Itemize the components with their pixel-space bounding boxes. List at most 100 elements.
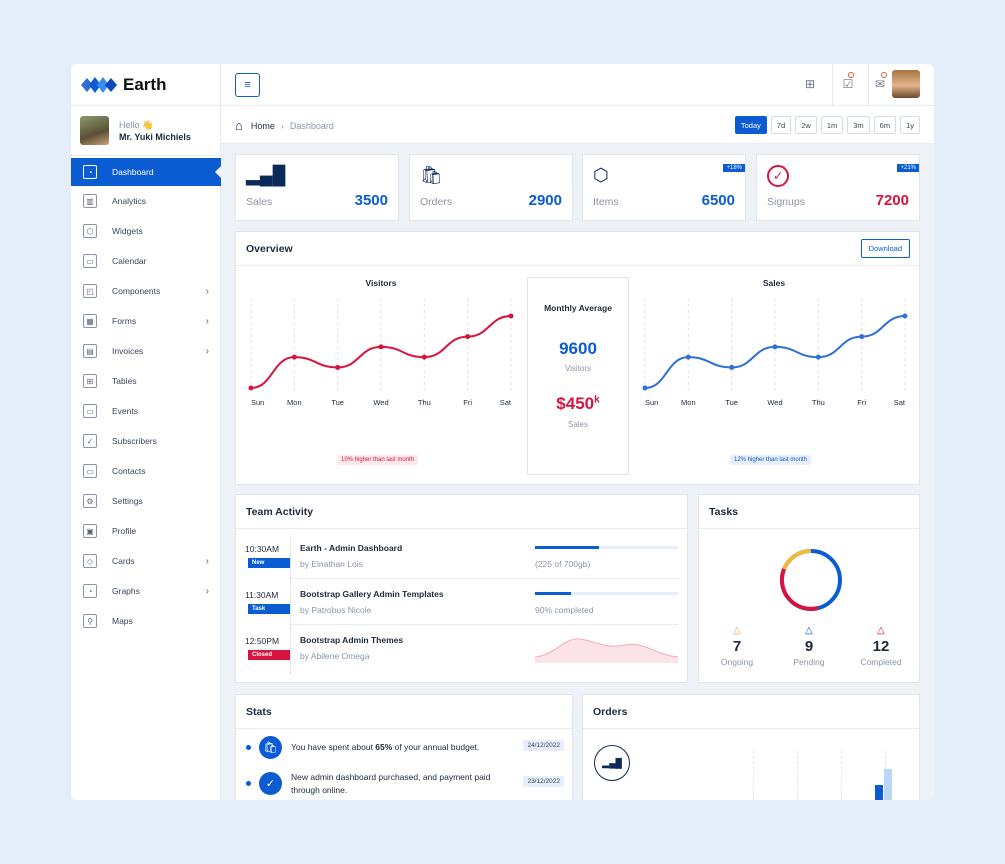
- activity-title[interactable]: Bootstrap Gallery Admin Templates: [300, 589, 444, 599]
- data-point[interactable]: [465, 334, 471, 340]
- sidebar-item-profile[interactable]: ▣ Profile: [71, 516, 221, 546]
- sidebar-item-invoices[interactable]: ▤ Invoices ›: [71, 336, 221, 366]
- x-tick-label: Mon: [681, 398, 696, 407]
- menu-toggle-button[interactable]: ≡: [235, 73, 260, 97]
- warning-triangle-icon: △: [733, 625, 741, 636]
- data-point[interactable]: [685, 354, 691, 360]
- kpi-card-sales[interactable]: ▂▄█ Sales 3500: [235, 154, 399, 221]
- activity-row[interactable]: 10:30AM New Earth - Admin Dashboard by E…: [236, 533, 688, 579]
- chevron-right-icon: ›: [205, 345, 209, 357]
- sidebar-item-analytics[interactable]: ▥ Analytics: [71, 186, 221, 216]
- tasks-icon[interactable]: ☑: [842, 77, 854, 91]
- kpi-card-signups[interactable]: ✓ Signups 7200 +21%: [756, 154, 920, 221]
- avg-visitors-value: 9600: [559, 339, 597, 358]
- events-icon: ▭: [83, 404, 97, 418]
- range-1y-button[interactable]: 1y: [900, 116, 920, 134]
- signups-icon: ✓: [767, 165, 789, 187]
- grid-line: [753, 751, 754, 800]
- data-point[interactable]: [378, 344, 384, 350]
- sidebar-item-label: Widgets: [112, 226, 143, 236]
- sidebar-item-label: Graphs: [112, 586, 140, 596]
- data-point[interactable]: [815, 354, 821, 360]
- app-frame: Earth Hello 👋 Mr. Yuki Michiels ◔ Dashbo…: [71, 64, 934, 800]
- menu-icon: ≡: [244, 79, 251, 91]
- sidebar-item-label: Dashboard: [112, 167, 154, 177]
- range-6m-button[interactable]: 6m: [873, 116, 897, 134]
- tasks-donut-chart: [779, 548, 842, 611]
- sidebar-item-contacts[interactable]: ▭ Contacts: [71, 456, 221, 486]
- sales-chart-title: Sales: [762, 278, 786, 288]
- kpi-card-items[interactable]: ⬡ Items 6500 +18%: [582, 154, 746, 221]
- chevron-right-icon: ›: [205, 315, 209, 327]
- kpi-card-orders[interactable]: 🛍 Orders 2900: [409, 154, 573, 221]
- sidebar-item-graphs[interactable]: ◔ Graphs ›: [71, 576, 221, 606]
- range-1m-button[interactable]: 1m: [820, 116, 844, 134]
- sidebar-item-calendar[interactable]: ▭ Calendar: [71, 246, 221, 276]
- chevron-right-icon: ›: [205, 285, 209, 297]
- data-point[interactable]: [729, 364, 735, 370]
- sidebar-item-components[interactable]: ◰ Components ›: [71, 276, 221, 306]
- sidebar-item-maps[interactable]: ⚲ Maps: [71, 606, 221, 636]
- x-tick-label: Wed: [373, 398, 388, 407]
- range-3m-button[interactable]: 3m: [847, 116, 870, 134]
- sidebar-item-dashboard[interactable]: ◔ Dashboard: [71, 158, 222, 186]
- data-point[interactable]: [421, 354, 427, 360]
- apps-grid-icon[interactable]: ⊞: [804, 77, 816, 91]
- tasks-card: Tasks △ 7 Ongoing △ 9 Pending △ 12 Complet…: [698, 494, 920, 683]
- x-tick-label: Thu: [418, 398, 431, 407]
- avatar[interactable]: [80, 116, 109, 145]
- data-point[interactable]: [335, 364, 341, 370]
- monthly-average-panel: Monthly Average 9600 Visitors $450k Sale…: [527, 277, 629, 475]
- data-point[interactable]: [859, 334, 865, 340]
- topbar: ≡ ⊞ ☑ ✉: [221, 64, 934, 106]
- breadcrumb-home[interactable]: Home: [250, 120, 275, 131]
- stat-text-bold: 65%: [375, 742, 393, 752]
- activity-title[interactable]: Earth - Admin Dashboard: [300, 543, 403, 553]
- dashboard-icon: ◔: [83, 165, 97, 179]
- data-point[interactable]: [772, 344, 778, 350]
- sidebar-item-label: Contacts: [112, 466, 146, 476]
- avg-visitors-label: Visitors: [564, 364, 592, 373]
- sidebar-item-forms[interactable]: ▦ Forms ›: [71, 306, 221, 336]
- sidebar-item-cards[interactable]: ◇ Cards ›: [71, 546, 221, 576]
- stat-item: ✓ New admin dashboard purchased, and pay…: [246, 771, 564, 800]
- range-2w-button[interactable]: 2w: [795, 116, 817, 134]
- data-point[interactable]: [291, 354, 297, 360]
- avg-title: Monthly Average: [544, 303, 612, 313]
- x-tick-label: Sat: [894, 398, 906, 407]
- sidebar-item-events[interactable]: ▭ Events: [71, 396, 221, 426]
- orders-card: Orders ▂▄█: [582, 694, 920, 800]
- data-point[interactable]: [642, 385, 648, 391]
- breadcrumb: ⌂ Home › Dashboard: [235, 118, 334, 133]
- sidebar-item-settings[interactable]: ⚙ Settings: [71, 486, 221, 516]
- sidebar-item-widgets[interactable]: ⬡ Widgets: [71, 216, 221, 246]
- warning-triangle-icon: △: [877, 625, 885, 636]
- range-7d-button[interactable]: 7d: [770, 116, 792, 134]
- mail-icon[interactable]: ✉: [874, 77, 886, 91]
- x-tick-label: Wed: [767, 398, 782, 407]
- activity-row[interactable]: 12:50PM Closed Bootstrap Admin Themes by…: [236, 625, 688, 671]
- sidebar-item-tables[interactable]: ⊞ Tables: [71, 366, 221, 396]
- sidebar-item-subscribers[interactable]: ✓ Subscribers: [71, 426, 221, 456]
- data-point[interactable]: [902, 313, 908, 319]
- home-icon[interactable]: ⌂: [235, 118, 243, 133]
- notification-dot: [848, 72, 854, 78]
- kpi-label: Items: [593, 196, 619, 208]
- forms-icon: ▦: [83, 314, 97, 328]
- range-today-button[interactable]: Today: [734, 116, 767, 134]
- user-panel[interactable]: Hello 👋 Mr. Yuki Michiels: [71, 106, 220, 156]
- data-point[interactable]: [248, 385, 254, 391]
- task-stat-pending: △ 9 Pending: [779, 625, 839, 667]
- activity-row[interactable]: 11:30AM Task Bootstrap Gallery Admin Tem…: [236, 579, 688, 625]
- activity-title[interactable]: Bootstrap Admin Themes: [300, 635, 404, 645]
- activity-author: by Elnathan Lois: [300, 559, 363, 569]
- profile-avatar[interactable]: [892, 70, 920, 98]
- kpi-label: Sales: [246, 196, 273, 208]
- data-point[interactable]: [508, 313, 514, 319]
- brand[interactable]: Earth: [71, 64, 220, 106]
- notification-dot: [881, 72, 887, 78]
- x-tick-label: Tue: [331, 398, 344, 407]
- activity-note: 90% completed: [535, 605, 594, 615]
- brand-name: Earth: [123, 74, 167, 94]
- download-button[interactable]: Download: [860, 239, 910, 258]
